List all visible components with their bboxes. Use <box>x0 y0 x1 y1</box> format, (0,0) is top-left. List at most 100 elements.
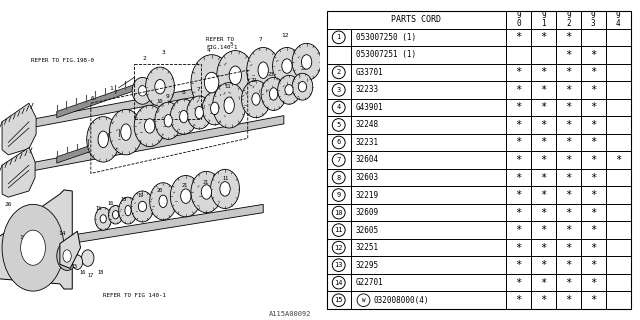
Bar <box>531 169 556 186</box>
Text: 32231: 32231 <box>356 138 379 147</box>
Bar <box>351 64 506 81</box>
Bar <box>351 99 506 116</box>
Bar <box>581 28 605 46</box>
Text: 21: 21 <box>182 183 188 188</box>
Text: *: * <box>590 102 596 112</box>
Text: 3: 3 <box>161 50 165 55</box>
Text: 11: 11 <box>222 176 228 180</box>
Text: *: * <box>565 138 572 148</box>
Text: *: * <box>590 243 596 252</box>
Text: 10: 10 <box>335 210 343 216</box>
Bar <box>327 256 351 274</box>
Text: 4: 4 <box>207 48 211 52</box>
Bar <box>351 28 506 46</box>
Text: *: * <box>515 120 522 130</box>
Polygon shape <box>19 116 284 173</box>
Text: *: * <box>540 85 547 95</box>
Ellipse shape <box>191 55 232 110</box>
Text: 14: 14 <box>58 231 66 236</box>
Ellipse shape <box>220 182 230 196</box>
Bar <box>506 46 531 64</box>
Bar <box>605 134 631 151</box>
Circle shape <box>332 259 345 271</box>
Bar <box>605 292 631 309</box>
Bar <box>506 221 531 239</box>
Ellipse shape <box>278 75 300 104</box>
Bar <box>351 186 506 204</box>
Ellipse shape <box>134 105 165 147</box>
Text: 3: 3 <box>337 87 341 93</box>
Text: 7: 7 <box>114 90 118 95</box>
Bar <box>581 116 605 134</box>
Ellipse shape <box>211 102 219 115</box>
Ellipse shape <box>95 207 111 230</box>
Bar <box>605 221 631 239</box>
Text: 7: 7 <box>337 157 341 163</box>
Circle shape <box>332 224 345 236</box>
Bar <box>327 46 351 64</box>
Bar <box>531 256 556 274</box>
Text: 6: 6 <box>337 140 341 146</box>
Text: *: * <box>590 120 596 130</box>
Text: 8: 8 <box>337 174 341 180</box>
Text: *: * <box>540 208 547 218</box>
Text: *: * <box>515 295 522 305</box>
Bar <box>531 292 556 309</box>
Text: 4: 4 <box>337 104 341 110</box>
Text: *: * <box>590 68 596 77</box>
Bar <box>556 274 581 292</box>
Text: *: * <box>565 155 572 165</box>
Bar <box>506 239 531 256</box>
Text: 18: 18 <box>121 197 127 202</box>
Ellipse shape <box>191 171 222 213</box>
Bar <box>556 186 581 204</box>
Text: 1: 1 <box>109 86 113 91</box>
Text: *: * <box>515 208 522 218</box>
Polygon shape <box>19 70 294 130</box>
Bar <box>556 151 581 169</box>
Text: *: * <box>590 172 596 182</box>
Polygon shape <box>57 85 134 118</box>
Bar <box>581 292 605 309</box>
Text: *: * <box>515 32 522 42</box>
Text: *: * <box>565 85 572 95</box>
Ellipse shape <box>145 67 175 106</box>
Ellipse shape <box>155 79 165 94</box>
Text: 13: 13 <box>19 236 26 241</box>
Ellipse shape <box>258 62 268 78</box>
Bar <box>605 81 631 99</box>
Bar <box>581 186 605 204</box>
Bar <box>605 11 631 28</box>
Bar <box>531 99 556 116</box>
Text: 32605: 32605 <box>356 226 379 235</box>
Bar <box>556 204 581 221</box>
Bar <box>327 169 351 186</box>
Bar <box>581 256 605 274</box>
Bar <box>556 81 581 99</box>
Bar <box>506 274 531 292</box>
Circle shape <box>332 206 345 219</box>
Bar <box>351 169 506 186</box>
Bar <box>506 11 531 28</box>
Ellipse shape <box>125 205 131 216</box>
Text: 2: 2 <box>143 56 147 61</box>
Ellipse shape <box>108 205 123 224</box>
Text: 10: 10 <box>157 99 163 104</box>
Bar <box>327 239 351 256</box>
Ellipse shape <box>202 92 227 125</box>
Circle shape <box>332 276 345 289</box>
Polygon shape <box>2 103 36 155</box>
Ellipse shape <box>113 211 118 219</box>
Bar <box>581 274 605 292</box>
Bar <box>351 274 506 292</box>
Ellipse shape <box>138 201 147 212</box>
Text: *: * <box>565 102 572 112</box>
Bar <box>506 134 531 151</box>
Bar <box>531 151 556 169</box>
Text: *: * <box>590 208 596 218</box>
Bar <box>327 186 351 204</box>
Text: 16: 16 <box>108 201 113 206</box>
Text: 22: 22 <box>251 77 257 83</box>
Text: PARTS CORD: PARTS CORD <box>391 15 442 24</box>
Bar <box>581 134 605 151</box>
